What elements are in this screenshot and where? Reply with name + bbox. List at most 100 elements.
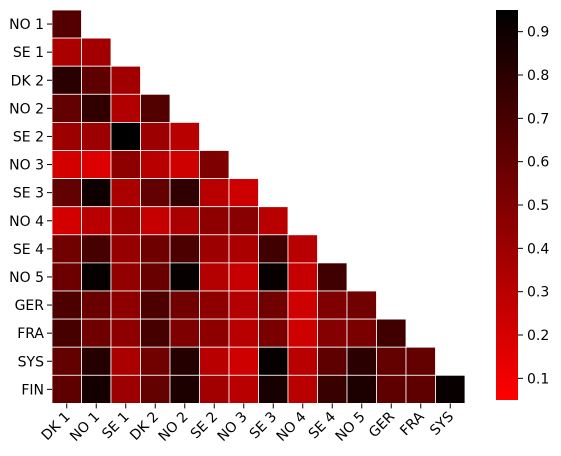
heatmap-cell: [199, 262, 230, 292]
column-label: SE 2: [188, 409, 221, 442]
row-label: SE 2: [13, 129, 44, 145]
heatmap-cell: [346, 318, 377, 348]
heatmap-cell: [199, 206, 230, 236]
colorbar-tick-label: 0.9: [527, 25, 549, 41]
heatmap-cell: [376, 318, 407, 348]
heatmap-cell: [140, 346, 171, 376]
heatmap-cell: [81, 122, 112, 151]
heatmap-cell: [258, 374, 289, 404]
heatmap-cell: [317, 262, 348, 292]
heatmap-cell: [110, 206, 141, 236]
row-label: GER: [15, 298, 45, 314]
heatmap-cell: [110, 374, 141, 404]
heatmap-cell: [51, 178, 82, 208]
heatmap-cell: [405, 346, 436, 376]
row-label: NO 4: [9, 214, 44, 230]
heatmap-cell: [435, 374, 466, 404]
column-labels: DK 1NO 1SE 1DK 2NO 2SE 2NO 3SE 3NO 4SE 4…: [39, 403, 457, 445]
heatmap-cell: [258, 262, 289, 292]
heatmap-cell: [258, 206, 289, 236]
heatmap-cell: [140, 206, 171, 236]
heatmap-cell: [169, 206, 200, 236]
column-label: NO 1: [67, 409, 103, 445]
heatmap-cell: [287, 234, 318, 264]
heatmap-cell: [287, 290, 318, 320]
heatmap-cell: [110, 234, 141, 264]
heatmap-cell: [287, 346, 318, 376]
colorbar-tick-label: 0.7: [527, 111, 549, 127]
heatmap-cell: [110, 318, 141, 348]
heatmap-cell: [51, 93, 82, 123]
heatmap-cell: [199, 150, 230, 180]
column-label: SE 1: [99, 409, 132, 442]
heatmap-cell: [51, 150, 82, 180]
heatmap-cell: [110, 262, 141, 292]
heatmap-cell: [258, 234, 289, 264]
heatmap-cell: [199, 346, 230, 376]
row-label: SE 1: [13, 45, 44, 61]
heatmap-cell: [140, 178, 171, 208]
heatmap-cell: [228, 206, 259, 236]
row-label: DK 2: [11, 73, 44, 89]
column-label: NO 4: [274, 409, 310, 445]
row-label: SE 3: [13, 186, 44, 202]
heatmap-cell: [199, 318, 230, 348]
heatmap-cell: [140, 262, 171, 292]
heatmap-cell: [51, 290, 82, 320]
heatmap-cell: [140, 318, 171, 348]
heatmap-cell: [51, 122, 82, 151]
column-label: NO 5: [333, 409, 369, 445]
heatmap-cell: [110, 122, 141, 151]
colorbar-tick-label: 0.2: [527, 328, 549, 344]
heatmap-cell: [169, 178, 200, 208]
colorbar-tick-label: 0.1: [527, 371, 549, 387]
heatmap-cell: [228, 262, 259, 292]
heatmap-cell: [228, 374, 259, 404]
heatmap-cell: [51, 318, 82, 348]
heatmap-cell: [81, 346, 112, 376]
colorbar-tick-label: 0.4: [527, 241, 549, 257]
heatmap-cell: [140, 374, 171, 404]
heatmap-cell: [110, 178, 141, 208]
row-label: SYS: [18, 354, 44, 370]
heatmap-cell: [140, 234, 171, 264]
heatmap-cell: [199, 178, 230, 208]
heatmap-cell: [287, 374, 318, 404]
heatmap-cell: [258, 290, 289, 320]
colorbar-tick-label: 0.8: [527, 68, 549, 84]
column-label: DK 1: [39, 409, 74, 444]
heatmap-cell: [81, 290, 112, 320]
row-label: NO 2: [9, 101, 44, 117]
heatmap-cell: [140, 122, 171, 151]
heatmap-cell: [169, 234, 200, 264]
heatmap-cell: [81, 318, 112, 348]
heatmap-cell: [51, 262, 82, 292]
heatmap-cell: [110, 93, 141, 123]
heatmap-cell: [169, 150, 200, 180]
heatmap-cell: [81, 234, 112, 264]
heatmap-cell: [81, 178, 112, 208]
heatmap-cell: [346, 374, 377, 404]
heatmap-cell: [228, 234, 259, 264]
heatmap-cell: [81, 65, 112, 95]
row-label: NO 5: [9, 270, 44, 286]
heatmap-cell: [405, 374, 436, 404]
heatmap-cell: [110, 290, 141, 320]
row-label: NO 3: [9, 158, 44, 174]
heatmap-cell: [169, 318, 200, 348]
column-label: SE 4: [306, 409, 339, 442]
row-label: NO 1: [9, 17, 44, 33]
column-label: SYS: [427, 409, 457, 439]
heatmap-cell: [228, 178, 259, 208]
colorbar-tick-label: 0.3: [527, 285, 549, 301]
heatmap-cell: [140, 150, 171, 180]
heatmap-cell: [81, 206, 112, 236]
heatmap-cell: [81, 93, 112, 123]
heatmap-cell: [51, 9, 82, 39]
colorbar-tick-label: 0.6: [527, 155, 549, 171]
heatmap-cell: [199, 374, 230, 404]
row-labels: NO 1 SE 1 DK 2 NO 2 SE 2 NO 3 SE 3 NO 4 SE 4 NO 5…: [9, 17, 52, 398]
heatmap-cell: [140, 290, 171, 320]
heatmap-cell: [228, 318, 259, 348]
